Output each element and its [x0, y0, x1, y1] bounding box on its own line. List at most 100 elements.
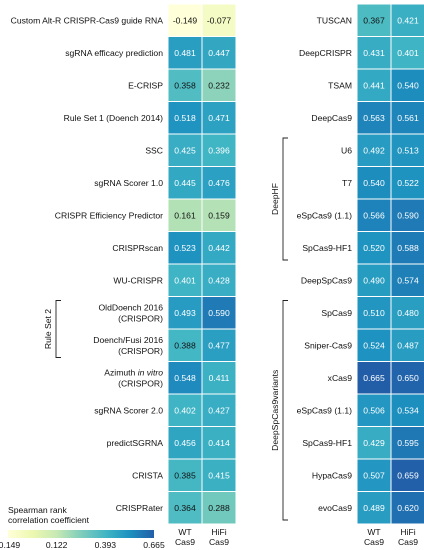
- row-label: sgRNA Scorer 2.0: [94, 405, 163, 415]
- row-label: (CRISPOR): [118, 346, 163, 356]
- cell-value-label: 0.288: [208, 503, 230, 513]
- cell-value-label: 0.665: [363, 373, 385, 383]
- group-bracket: [282, 300, 288, 521]
- row-label: SSC: [145, 145, 163, 155]
- heatmap-cell: [167, 426, 203, 460]
- heatmap-cell: [390, 361, 424, 395]
- cell-value-label: 0.358: [174, 80, 196, 90]
- cell-value-label: 0.456: [174, 438, 196, 448]
- group-label: Rule Set 2: [43, 309, 53, 349]
- group-brackets: Rule Set 2 DeepHF DeepSpCas9variants: [43, 137, 288, 521]
- cell-value-label: 0.480: [397, 308, 419, 318]
- cell-value-label: 0.510: [363, 308, 385, 318]
- cell-value-label: 0.411: [209, 373, 230, 383]
- cell-value-label: 0.561: [397, 113, 419, 123]
- column-label: Cas9: [209, 537, 229, 547]
- cell-value-label: 0.431: [363, 48, 385, 58]
- heatmap-cell: [201, 36, 237, 70]
- heatmap-cell: [356, 296, 392, 330]
- row-label: U6: [341, 145, 352, 155]
- row-label: evoCas9: [318, 503, 352, 513]
- color-scale-title: Spearman rank: [8, 505, 67, 515]
- heatmap-cell: [356, 458, 392, 492]
- heatmap-cell: [390, 296, 424, 330]
- cell-value-label: 0.385: [174, 470, 196, 480]
- row-labels: Custom Alt-R CRISPR-Cas9 guide RNA sgRNA …: [11, 15, 353, 513]
- column-label: Cas9: [175, 537, 195, 547]
- cell-value-label: 0.489: [363, 503, 385, 513]
- cell-value-label: 0.506: [363, 405, 385, 415]
- cell-value-label: 0.441: [363, 80, 385, 90]
- heatmap-cell: [201, 3, 237, 37]
- heatmap-cell: [201, 296, 237, 330]
- cell-value-label: 0.540: [363, 178, 385, 188]
- cell-value-label: 0.471: [208, 113, 230, 123]
- cell-value-label: 0.590: [397, 210, 419, 220]
- row-label: CRISTA: [132, 470, 163, 480]
- row-label: eSpCas9 (1.1): [297, 405, 353, 415]
- heatmap-cell: [390, 458, 424, 492]
- cell-value-label: 0.476: [208, 178, 230, 188]
- cell-value-label: 0.402: [174, 405, 196, 415]
- cell-value-label: 0.428: [208, 275, 230, 285]
- row-label: DeepSpCas9: [301, 275, 352, 285]
- cell-value-label: 0.548: [174, 373, 196, 383]
- column-label: HiFi: [400, 527, 415, 537]
- cell-value-label: 0.161: [174, 210, 196, 220]
- heatmap-cell: [390, 3, 424, 37]
- cell-value-label: 0.232: [208, 80, 230, 90]
- heatmap-cell: [201, 263, 237, 297]
- row-label: TSAM: [328, 80, 352, 90]
- row-label: HypaCas9: [312, 470, 352, 480]
- row-label: SpCas9-HF1: [302, 243, 352, 253]
- heatmap-cell: [356, 101, 392, 135]
- cell-value-label: 0.445: [174, 178, 196, 188]
- heatmap-cell: [167, 361, 203, 395]
- heatmap-cell: [201, 68, 237, 102]
- heatmap-cell: [390, 68, 424, 102]
- color-scale-tick-label: -0.149: [0, 540, 20, 550]
- heatmap-cell: [356, 263, 392, 297]
- cell-value-label: 0.518: [174, 113, 196, 123]
- row-label: sgRNA efficacy prediction: [65, 48, 163, 58]
- cell-value-label: 0.540: [397, 80, 419, 90]
- color-scale-bar: [8, 530, 154, 538]
- heatmap-cell: [167, 3, 203, 37]
- heatmap-cell: [356, 328, 392, 362]
- heatmap-cell: [167, 328, 203, 362]
- row-label: CRISPRscan: [112, 243, 163, 253]
- heatmap-cell: [167, 296, 203, 330]
- group-label: DeepSpCas9variants: [270, 370, 280, 451]
- heatmap-cell: [167, 491, 203, 525]
- cell-value-label: 0.401: [174, 275, 196, 285]
- cell-value-label: 0.595: [397, 438, 419, 448]
- cell-value-label: 0.650: [397, 373, 419, 383]
- heatmap-cell: [201, 231, 237, 265]
- cell-value-label: 0.442: [208, 243, 230, 253]
- heatmap-cell: [356, 361, 392, 395]
- group-bracket: [282, 137, 288, 261]
- color-scale-tick-label: 0.122: [46, 540, 68, 550]
- heatmap-cell: [390, 328, 424, 362]
- cell-value-label: 0.421: [397, 15, 419, 25]
- column-label: WT: [367, 527, 381, 537]
- cell-value-label: 0.429: [363, 438, 385, 448]
- row-label: T7: [342, 178, 352, 188]
- cell-value-label: 0.481: [174, 48, 196, 58]
- row-label: WU-CRISPR: [113, 275, 163, 285]
- row-label: Doench/Fusi 2016: [93, 335, 163, 345]
- group-bracket: [55, 300, 61, 358]
- row-label: eSpCas9 (1.1): [297, 210, 353, 220]
- cell-value-label: 0.364: [174, 503, 196, 513]
- row-label: DeepCas9: [311, 113, 352, 123]
- heatmap-cell: [390, 36, 424, 70]
- cell-value-label: 0.493: [174, 308, 196, 318]
- cell-value-label: 0.388: [174, 340, 196, 350]
- color-scale-tick-label: 0.393: [95, 540, 117, 550]
- row-label: CRISPRater: [116, 503, 163, 513]
- cell-value-label: 0.490: [363, 275, 385, 285]
- cell-value-label: 0.447: [208, 48, 230, 58]
- cell-value-label: 0.492: [363, 145, 385, 155]
- cell-value-label: 0.159: [208, 210, 230, 220]
